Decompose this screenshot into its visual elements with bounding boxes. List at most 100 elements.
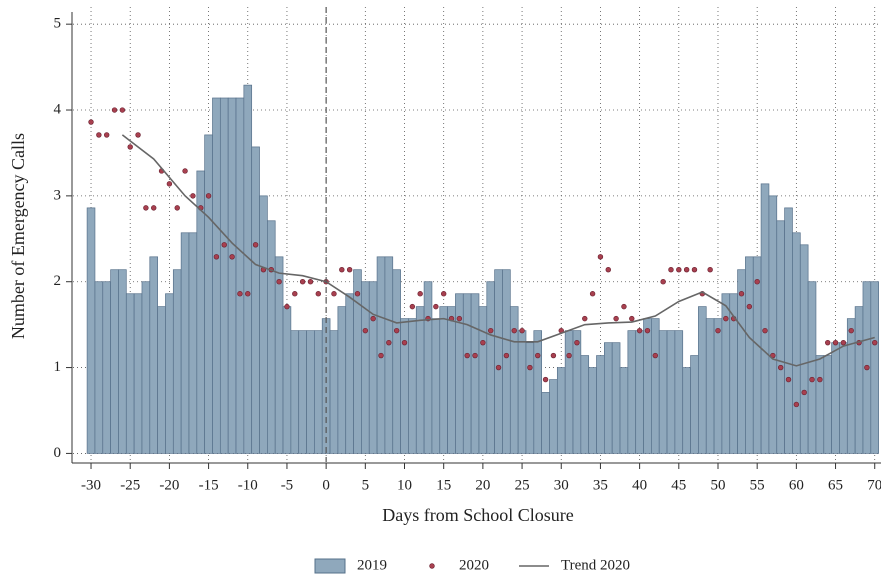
point [166,181,173,187]
bar [870,281,879,454]
point [707,266,713,273]
bar [251,146,260,454]
point [582,315,588,322]
point [456,315,463,322]
point [182,168,188,174]
bar [768,195,778,454]
bar [666,330,676,454]
point [511,327,517,334]
bar [212,97,221,454]
bar [635,330,644,454]
bar [823,355,832,454]
y-tick-label: 4 [54,101,62,117]
bar [431,318,441,454]
bar [564,330,574,454]
bar [447,306,456,454]
point [229,254,235,260]
point [785,376,792,383]
point [683,266,690,273]
bar [525,342,535,454]
bar [219,97,229,454]
bar [86,207,96,454]
point [370,315,376,322]
bar [282,306,292,454]
point [409,303,416,310]
trend-line [121,134,875,367]
point [574,339,580,346]
point [644,327,651,334]
bar [494,269,503,454]
bar [462,293,472,454]
bar [298,330,307,454]
y-tick-label: 0 [54,445,62,461]
bar [658,330,668,454]
y-tick-label: 3 [54,187,62,203]
point [252,242,259,248]
bar [799,244,809,454]
point [151,205,157,211]
bar [204,134,213,454]
x-tick-label: -15 [199,477,219,493]
point [801,389,807,396]
bar [713,318,723,454]
bar [831,342,840,454]
point [237,291,243,297]
bar [141,281,151,454]
bar [627,330,637,454]
bar [760,183,770,454]
bar [854,306,864,454]
bar [588,367,597,454]
legend-swatch [429,563,435,569]
point [519,327,525,334]
point [339,266,345,273]
y-tick-label: 5 [54,16,62,32]
bar [165,293,174,454]
bar [486,281,495,454]
bar [149,256,158,454]
point [715,327,721,334]
bar [110,269,119,454]
point [840,339,847,346]
point [535,352,541,359]
legend-label: Trend 2020 [561,557,630,573]
legend-label: 2020 [459,557,489,573]
point [589,291,596,297]
bar [353,269,362,454]
x-tick-label: 15 [436,477,451,493]
point [417,291,423,297]
point [848,327,854,334]
point [119,107,126,113]
point [354,291,361,297]
point [378,352,384,359]
bar [549,379,558,454]
bar [157,306,166,454]
point [566,352,572,359]
bar [839,342,848,454]
point [550,352,557,359]
point [401,339,408,346]
bar [690,355,699,454]
bar [400,318,409,454]
x-tick-label: 45 [671,477,686,493]
point [793,401,800,408]
point [174,205,180,211]
point [346,266,353,273]
bar [792,232,801,454]
bar [133,293,143,454]
bar [125,293,135,454]
bar [415,306,425,454]
bar [737,269,746,454]
x-tick-label: -10 [238,477,258,493]
bar [572,330,582,454]
point [668,266,674,273]
bar [235,97,245,454]
bar [541,392,550,454]
point [652,352,658,359]
bar [698,306,707,454]
x-tick-label: 25 [515,477,530,493]
point [754,279,760,285]
x-tick-label: 40 [632,477,647,493]
point [762,327,768,334]
bar [619,367,629,454]
bar [306,330,315,454]
